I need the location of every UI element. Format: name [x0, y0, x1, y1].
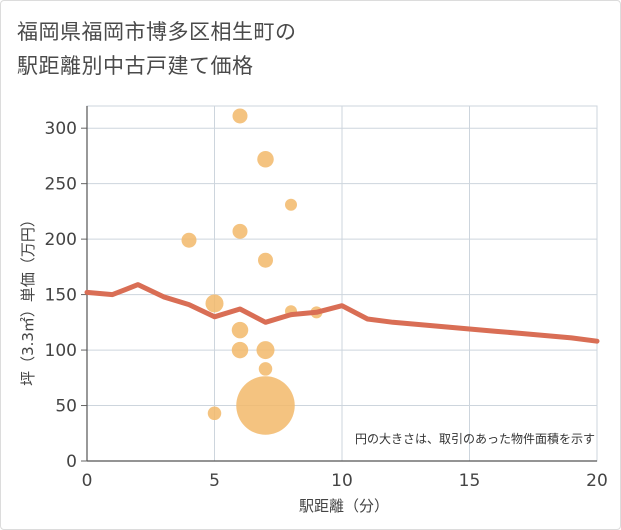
y-tick-label: 100: [45, 341, 77, 361]
grid-lines: [86, 105, 598, 462]
y-tick-label: 50: [55, 397, 77, 417]
scatter-point: [181, 232, 197, 248]
scatter-point: [256, 341, 275, 360]
scatter-point: [231, 321, 249, 339]
y-tick-label: 150: [45, 286, 77, 306]
chart-title: 福岡県福岡市博多区相生町の 駅距離別中古戸建て価格: [17, 15, 297, 83]
size-note: 円の大きさは、取引のあった物件面積を示す: [355, 431, 595, 446]
y-tick-label: 0: [66, 452, 77, 472]
y-axis-label: 坪（3.3㎡）単価（万円）: [19, 212, 37, 386]
axis-labels: 駅距離（分） 坪（3.3㎡）単価（万円） 円の大きさは、取引のあった物件面積を示…: [19, 212, 595, 515]
trend-line-group: [84, 282, 600, 344]
chart-title-line1: 福岡県福岡市博多区相生町の: [17, 20, 297, 44]
scatter-point: [207, 406, 222, 421]
scatter-point: [236, 376, 295, 435]
x-tick-label: 15: [459, 471, 481, 491]
scatter-point: [257, 151, 274, 168]
x-tick-label: 10: [331, 471, 353, 491]
chart-title-line2: 駅距離別中古戸建て価格: [17, 54, 254, 78]
scatter-point: [258, 252, 273, 268]
scatter-point: [285, 198, 297, 211]
x-tick-label: 0: [82, 471, 93, 491]
trend-line: [84, 282, 600, 344]
scatter-point: [205, 294, 224, 313]
y-tick-label: 300: [45, 119, 77, 139]
scatter-point: [231, 341, 249, 359]
y-tick-label: 200: [45, 230, 77, 250]
x-tick-label: 5: [209, 471, 220, 491]
data-points: [181, 108, 323, 435]
y-tick-label: 250: [45, 175, 77, 195]
x-axis-label: 駅距離（分）: [299, 497, 389, 515]
scatter-point: [232, 223, 248, 239]
scatter-point: [232, 108, 248, 124]
x-tick-label: 20: [586, 471, 608, 491]
scatter-point: [258, 362, 273, 376]
